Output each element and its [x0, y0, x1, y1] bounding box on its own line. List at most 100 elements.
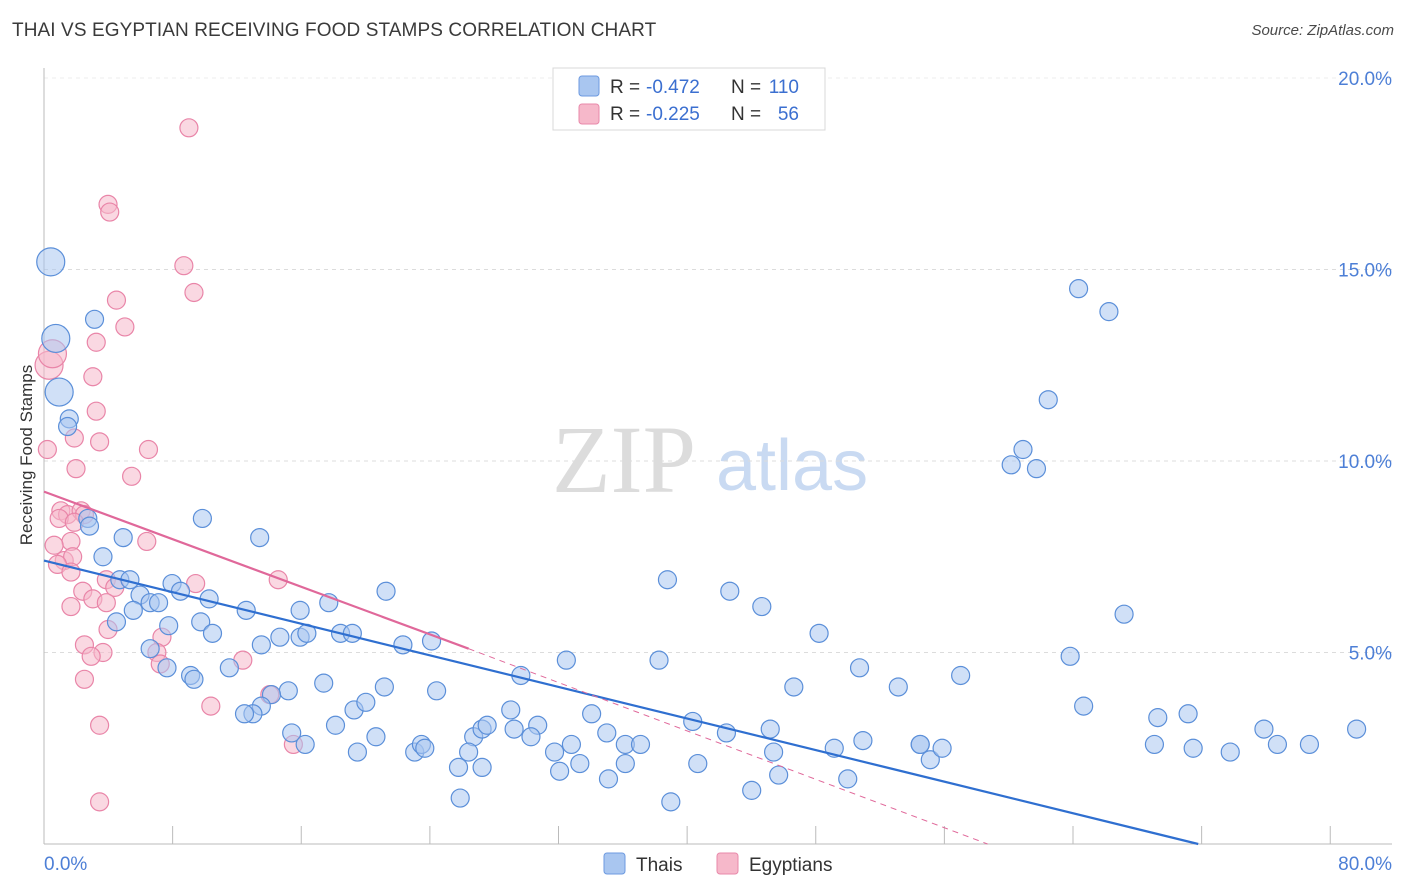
thais-point — [325, 715, 346, 735]
thais-point — [93, 547, 113, 567]
thais-trend-line — [43, 559, 1199, 846]
thais-point — [597, 723, 617, 743]
legend-top: R = -0.472 N = 110 R = -0.225 N = 56 — [552, 67, 826, 131]
watermark-atlas: atlas — [716, 426, 868, 506]
thais-point — [688, 753, 708, 774]
thais-point — [1220, 742, 1240, 762]
thais-point — [598, 769, 619, 789]
chart-title: THAI VS EGYPTIAN RECEIVING FOOD STAMPS C… — [12, 20, 657, 41]
legend-bottom-egyptians-swatch — [716, 852, 739, 875]
egyptians-point — [106, 290, 127, 310]
thais-point — [630, 734, 651, 755]
thais-point — [1013, 439, 1033, 460]
thais-point — [170, 581, 191, 601]
thais-point — [140, 639, 160, 659]
legend-egyptians-r-label: R = — [610, 104, 640, 125]
y-tick-label: 10.0% — [1338, 452, 1392, 473]
thais-point — [838, 769, 858, 789]
legend-egyptians-r-value: -0.225 — [646, 104, 700, 125]
egyptians-point — [201, 696, 221, 716]
legend-egyptians-n-value: 56 — [778, 104, 799, 125]
thais-point — [544, 742, 565, 762]
thais-point — [356, 692, 376, 712]
thais-point — [1099, 302, 1119, 322]
thais-point — [849, 658, 870, 678]
thais-point — [450, 788, 470, 808]
egyptians-point — [66, 459, 86, 479]
thais-point — [366, 727, 386, 747]
watermark-zip: ZIP — [552, 406, 696, 513]
egyptians-point — [61, 596, 81, 617]
thais-point — [472, 757, 492, 778]
legend-thais-n-value: 110 — [769, 77, 799, 98]
y-tick-label: 15.0% — [1338, 261, 1392, 282]
thais-point — [191, 612, 211, 632]
legend-egyptians-n-label: N = — [731, 104, 761, 125]
thais-point — [1347, 719, 1367, 739]
thais-point — [347, 742, 368, 762]
thais-point — [1178, 704, 1198, 724]
thais-point — [888, 677, 908, 697]
egyptians-point — [86, 332, 106, 352]
egyptians-point — [81, 646, 101, 666]
thais-point — [295, 734, 315, 755]
thais-point — [853, 730, 873, 751]
x-tick-label-min: 0.0% — [44, 854, 87, 875]
legend-thais-n-label: N = — [731, 77, 761, 98]
egyptians-trend-line — [43, 490, 470, 650]
thais-point — [1148, 708, 1168, 728]
egyptians-trend-extension — [468, 648, 988, 845]
egyptians-point — [100, 202, 120, 222]
thais-point — [582, 704, 602, 724]
egyptians-point — [174, 256, 194, 276]
thais-point — [910, 734, 930, 755]
egyptians-point — [96, 593, 116, 613]
y-axis-label: Receiving Food Stamps — [17, 365, 36, 545]
thais-point — [1254, 719, 1274, 739]
thais-point — [374, 677, 394, 697]
thais-point — [649, 650, 669, 670]
thais-point — [57, 416, 78, 437]
legend-bottom-egyptians-label: Egyptians — [749, 855, 832, 876]
egyptians-point — [179, 118, 199, 138]
thais-point — [809, 623, 829, 643]
y-tick-label: 5.0% — [1349, 644, 1392, 665]
x-tick-label-max: 80.0% — [1338, 854, 1392, 875]
thais-point — [459, 742, 479, 762]
egyptians-point — [122, 466, 142, 486]
thais-point — [784, 677, 804, 697]
thais-point — [521, 727, 541, 747]
thais-point — [550, 761, 570, 781]
thais-point — [1183, 738, 1203, 758]
thais-point — [148, 593, 169, 613]
thais-point — [376, 581, 396, 601]
legend-thais-r-value: -0.472 — [646, 77, 700, 98]
thais-point — [720, 581, 740, 601]
thais-point — [556, 650, 576, 670]
legend-egyptians-swatch — [578, 103, 600, 125]
thais-point — [1038, 390, 1058, 410]
thais-point — [415, 738, 435, 758]
thais-point — [1114, 604, 1134, 624]
thais-point — [615, 753, 635, 774]
thais-point — [1144, 734, 1165, 755]
y-tick-label: 20.0% — [1338, 69, 1392, 90]
thais-point — [742, 780, 762, 800]
thais-point — [764, 742, 784, 762]
egyptians-point — [186, 573, 206, 594]
thais-point — [752, 596, 772, 617]
thais-point — [113, 527, 133, 548]
thais-point — [477, 715, 497, 735]
thais-point — [1299, 734, 1320, 755]
thais-point — [84, 309, 105, 329]
legend-thais-r-label: R = — [610, 77, 640, 98]
thais-point — [570, 753, 590, 774]
thais-point — [1267, 734, 1288, 755]
thais-point — [282, 723, 302, 743]
thais-point — [1001, 455, 1021, 475]
thais-point — [159, 616, 179, 636]
egyptians-point — [137, 531, 157, 552]
source-label: Source: ZipAtlas.com — [1251, 22, 1394, 39]
thais-point — [951, 665, 971, 686]
